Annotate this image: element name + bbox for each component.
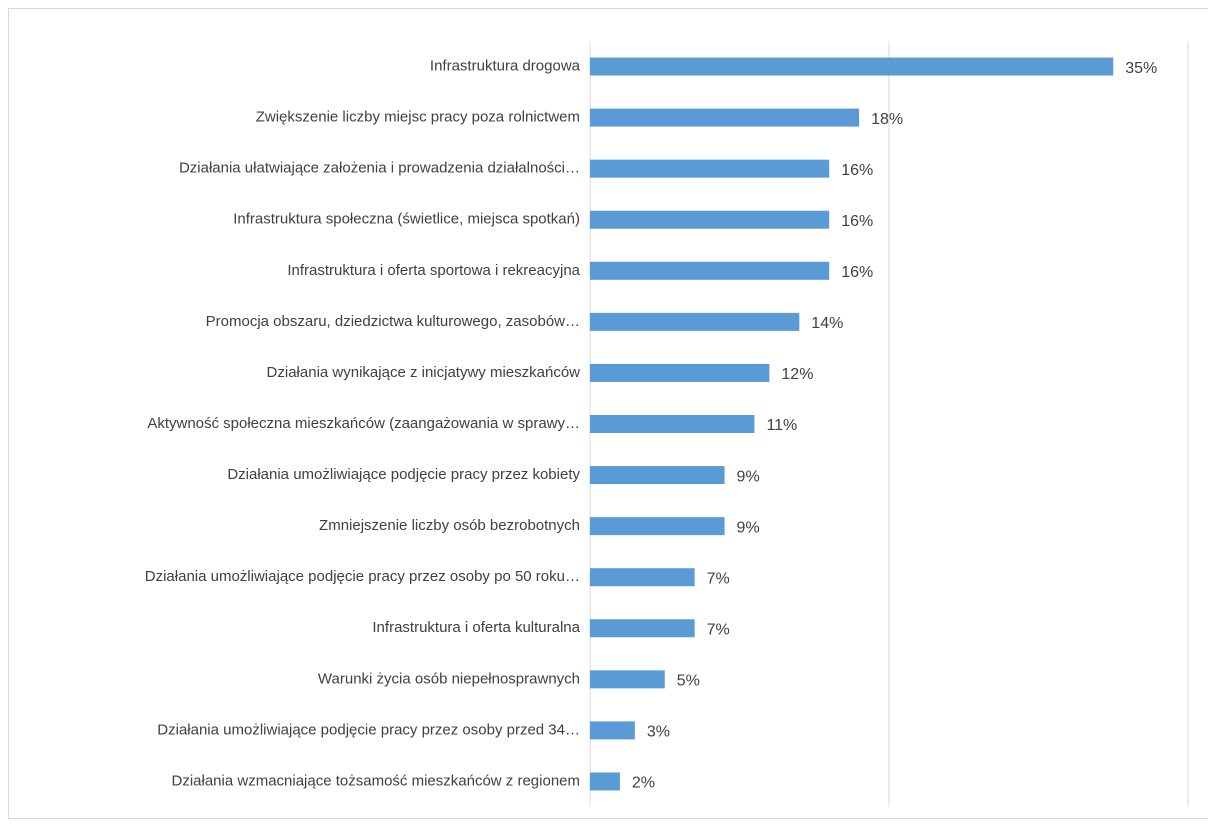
bar: [590, 517, 725, 536]
category-label: Aktywność społeczna mieszkańców (zaangaż…: [147, 415, 580, 432]
category-label: Zwiększenie liczby miejsc pracy poza rol…: [256, 109, 580, 126]
category-label: Działania wynikające z inicjatywy mieszk…: [267, 364, 581, 381]
bar: [590, 363, 770, 382]
value-label: 16%: [841, 162, 873, 179]
bar: [590, 670, 665, 689]
category-label: Warunki życia osób niepełnosprawnych: [318, 670, 580, 687]
bar: [590, 312, 800, 331]
category-label: Promocja obszaru, dziedzictwa kulturoweg…: [206, 313, 580, 330]
value-label: 12%: [781, 366, 813, 383]
category-label: Działania wzmacniające tożsamość mieszka…: [172, 772, 581, 789]
value-label: 35%: [1125, 60, 1157, 77]
value-label: 9%: [737, 468, 760, 485]
category-label: Działania umożliwiające podjęcie pracy p…: [157, 721, 580, 738]
category-label: Działania ułatwiające założenia i prowad…: [179, 160, 580, 177]
bar: [590, 721, 635, 740]
category-label: Infrastruktura drogowa: [430, 58, 581, 75]
category-label: Infrastruktura i oferta sportowa i rekre…: [287, 262, 580, 279]
category-label: Zmniejszenie liczby osób bezrobotnych: [319, 517, 580, 534]
bar: [590, 261, 830, 280]
bar: [590, 772, 620, 791]
value-label: 7%: [707, 570, 730, 587]
value-label: 18%: [871, 111, 903, 128]
chart-border: [8, 8, 1208, 819]
value-label: 16%: [841, 213, 873, 230]
value-label: 2%: [632, 775, 655, 792]
category-label: Infrastruktura i oferta kulturalna: [372, 619, 580, 636]
value-label: 11%: [766, 417, 797, 434]
value-label: 7%: [707, 621, 730, 638]
category-label: Działania umożliwiające podjęcie pracy p…: [227, 466, 580, 483]
category-label: Infrastruktura społeczna (świetlice, mie…: [233, 211, 580, 228]
value-label: 5%: [677, 673, 700, 690]
bar: [590, 619, 695, 638]
value-label: 9%: [737, 519, 760, 536]
bar: [590, 568, 695, 587]
value-label: 3%: [647, 724, 670, 741]
bar: [590, 57, 1114, 76]
bar: [590, 159, 830, 178]
bar: [590, 108, 860, 127]
bar: [590, 210, 830, 229]
value-label: 16%: [841, 264, 873, 281]
bar: [590, 415, 755, 433]
bar: [590, 466, 725, 485]
value-label: 14%: [811, 315, 843, 332]
category-label: Działania umożliwiające podjęcie pracy p…: [145, 568, 580, 585]
